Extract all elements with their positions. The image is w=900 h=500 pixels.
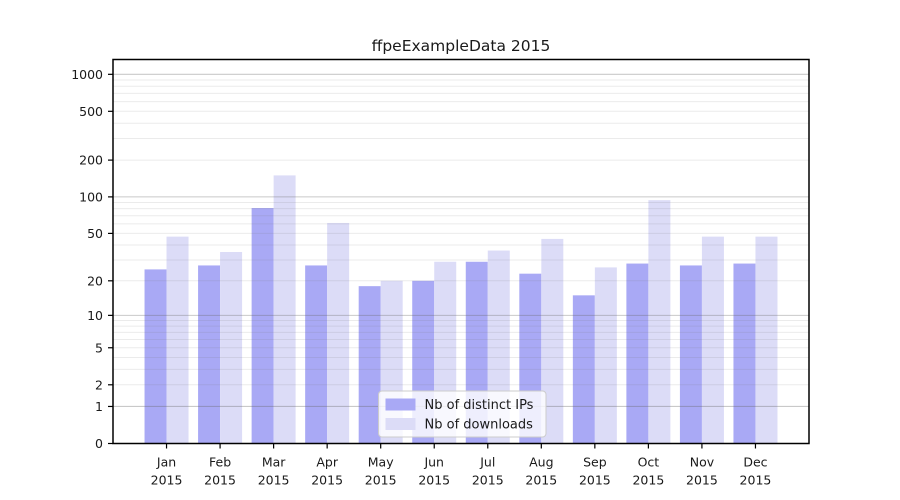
x-tick-label-month: Mar xyxy=(262,455,286,470)
x-tick-label-year: 2015 xyxy=(632,473,664,488)
legend-swatch-downloads xyxy=(385,418,416,430)
bar-distinct-ips-sep xyxy=(572,295,595,444)
bar-downloads-dec xyxy=(755,236,778,444)
x-tick-label-month: May xyxy=(368,455,394,470)
legend: Nb of distinct IPs Nb of downloads xyxy=(378,390,547,438)
grid-layer xyxy=(113,73,809,408)
x-tick-label-month: Sep xyxy=(583,455,607,470)
x-tick-label-month: Oct xyxy=(638,455,660,470)
bar-distinct-ips-dec xyxy=(733,263,756,444)
x-tick-label-year: 2015 xyxy=(686,473,718,488)
x-tick-label-year: 2015 xyxy=(151,473,183,488)
bar-distinct-ips-feb xyxy=(198,265,221,444)
bar-distinct-ips-mar xyxy=(251,208,274,444)
y-tick-label: 100 xyxy=(79,189,103,204)
x-tick-label-year: 2015 xyxy=(365,473,397,488)
bar-downloads-aug xyxy=(541,238,564,444)
x-tick-label-year: 2015 xyxy=(258,473,290,488)
y-tick-label: 200 xyxy=(79,153,103,168)
chart-title: ffpeExampleData 2015 xyxy=(372,37,551,55)
x-tick-label-month: Nov xyxy=(690,455,715,470)
legend-box xyxy=(378,390,547,438)
x-tick-label-year: 2015 xyxy=(579,473,611,488)
bar-distinct-ips-apr xyxy=(305,265,328,444)
x-tick-label-year: 2015 xyxy=(472,473,504,488)
x-tick-label-year: 2015 xyxy=(204,473,236,488)
bar-distinct-ips-nov xyxy=(679,265,702,444)
legend-label-downloads: Nb of downloads xyxy=(425,418,534,433)
y-tick-label: 1 xyxy=(95,399,103,414)
x-tick-label-month: Apr xyxy=(316,455,338,470)
x-tick-label-month: Jun xyxy=(423,455,444,470)
y-tick-label: 20 xyxy=(87,273,103,288)
x-tick-label-year: 2015 xyxy=(740,473,772,488)
x-tick-label-year: 2015 xyxy=(311,473,343,488)
bar-distinct-ips-jan xyxy=(144,269,167,444)
x-tick-label-month: Aug xyxy=(529,455,553,470)
bar-downloads-mar xyxy=(273,175,296,444)
bar-downloads-oct xyxy=(648,200,671,444)
x-tick-label-year: 2015 xyxy=(525,473,557,488)
y-tick-label: 10 xyxy=(87,308,103,323)
y-tick-label: 500 xyxy=(79,104,103,119)
plot-frame xyxy=(112,58,810,445)
y-tick-label: 50 xyxy=(87,226,103,241)
bar-distinct-ips-may xyxy=(358,286,381,444)
x-tick-label-month: Jul xyxy=(479,455,495,470)
y-tick-label: 0 xyxy=(95,436,103,451)
bar-downloads-jan xyxy=(166,236,189,444)
x-tick-label-month: Feb xyxy=(209,455,231,470)
bar-downloads-apr xyxy=(327,222,350,444)
x-tick-label-month: Jan xyxy=(156,455,176,470)
x-tick-label-year: 2015 xyxy=(418,473,450,488)
bar-distinct-ips-oct xyxy=(626,263,649,444)
bar-downloads-sep xyxy=(594,267,617,444)
legend-swatch-distinct-ips xyxy=(385,398,416,411)
x-tick-label-month: Dec xyxy=(743,455,767,470)
y-tick-label: 1000 xyxy=(71,67,103,82)
y-tick-label: 2 xyxy=(95,377,103,392)
axes-layer: 0 1 2 5 10 20 50 100 200 500 1000 Jan 2015 Feb 2015 Mar… xyxy=(71,58,810,488)
bar-downloads-nov xyxy=(701,236,724,444)
bar-downloads-feb xyxy=(220,252,243,444)
legend-label-distinct-ips: Nb of distinct IPs xyxy=(425,398,534,413)
y-tick-label: 5 xyxy=(95,340,103,355)
